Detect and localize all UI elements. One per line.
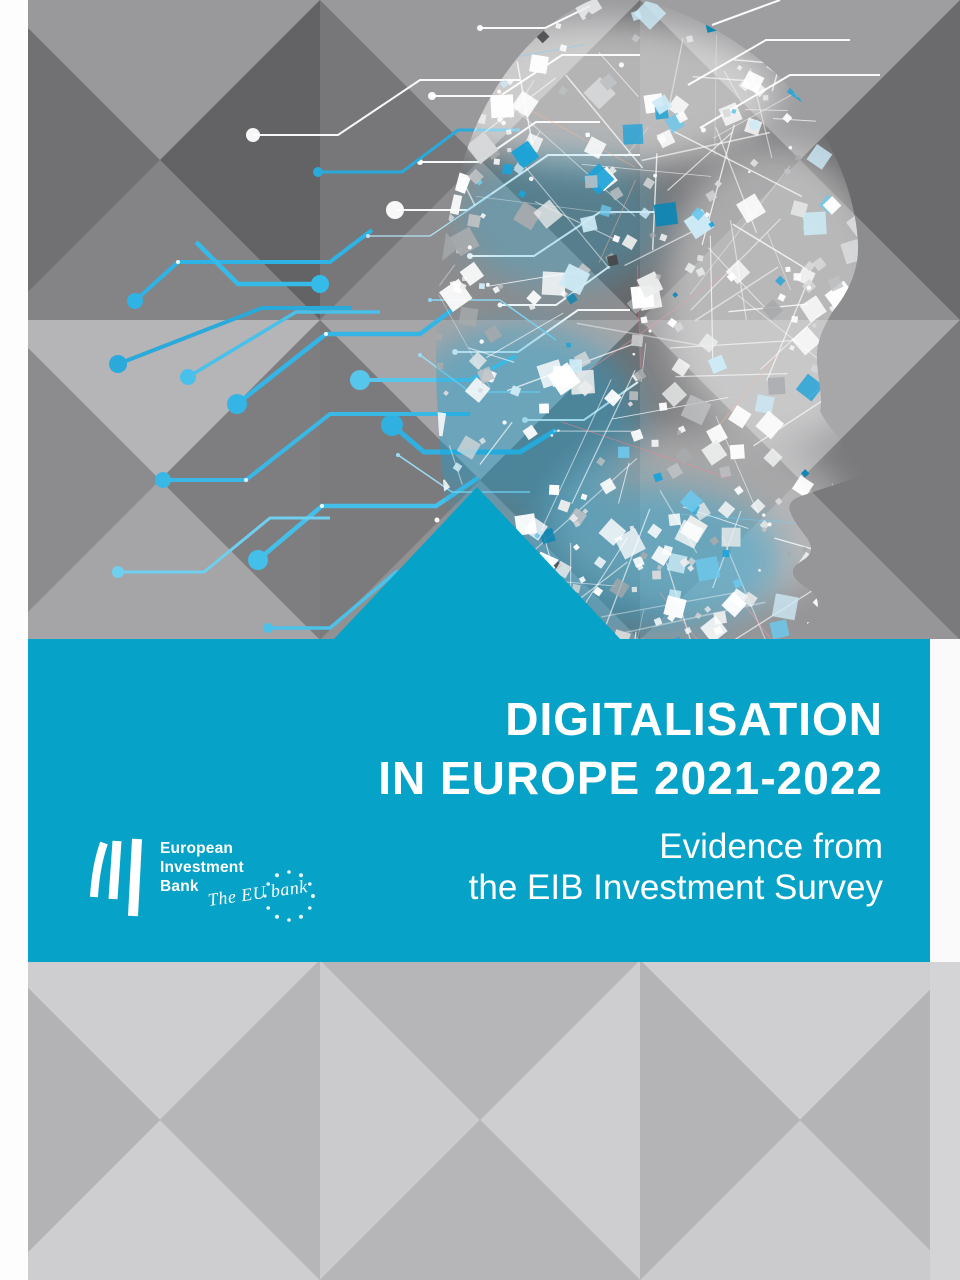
cover-title-line2: IN EUROPE 2021-2022 (378, 752, 883, 804)
eu-stars-icon (263, 870, 315, 922)
title-block: DIGITALISATION IN EUROPE 2021-2022 Evide… (378, 690, 883, 908)
cover-subtitle-line2: the EIB Investment Survey (468, 868, 883, 907)
logo-text-bank: Bank (160, 878, 199, 895)
eib-logo: European Investment Bank The EU bank (88, 836, 348, 926)
eib-tagline-group: The EU bank (207, 870, 418, 940)
logo-text-investment: Investment (160, 859, 244, 876)
eib-logo-mark-icon (90, 838, 142, 917)
cover-subtitle-line1: Evidence from (659, 827, 883, 866)
logo-text-european: European (160, 840, 234, 857)
logo-name: European Investment Bank (160, 839, 244, 896)
cover-title-line1: DIGITALISATION (505, 693, 883, 745)
